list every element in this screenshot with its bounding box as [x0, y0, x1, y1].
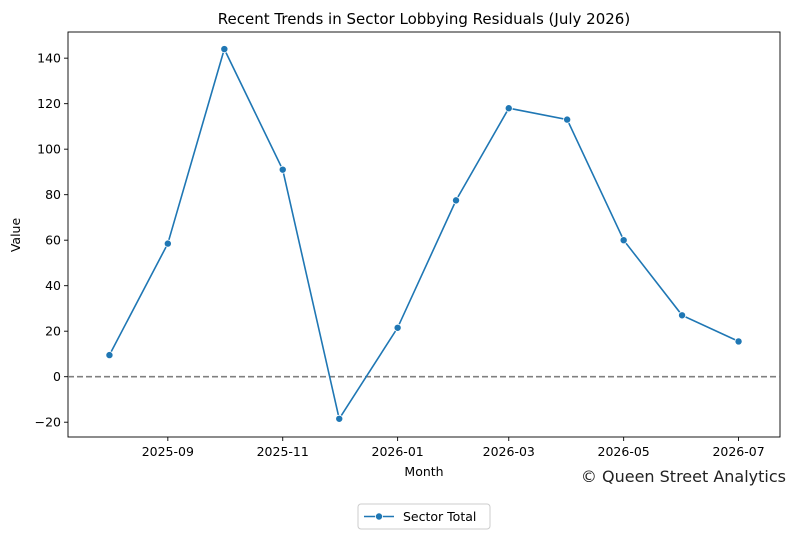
y-tick-label: 40	[45, 278, 61, 293]
legend-marker-icon	[374, 512, 383, 521]
watermark-text: © Queen Street Analytics	[581, 467, 786, 486]
legend-box	[357, 503, 491, 530]
y-tick-label: 140	[37, 51, 61, 66]
legend-label-sector-total: Sector Total	[403, 509, 476, 524]
y-tick-label: 80	[45, 187, 61, 202]
data-point	[452, 196, 461, 205]
data-point	[278, 165, 287, 174]
x-tick-label: 2026-07	[712, 444, 764, 459]
x-axis: 2025-09 2025-11 2026-01 2026-03 2026-05 2026-…	[142, 437, 765, 459]
legend: Sector Total	[357, 503, 491, 530]
y-tick-label: 100	[37, 142, 61, 157]
y-tick-label: 120	[37, 96, 61, 111]
y-tick-label: 20	[45, 324, 61, 339]
chart-title: Recent Trends in Sector Lobbying Residua…	[218, 10, 630, 28]
series-line-sector-total	[108, 46, 739, 421]
data-point	[734, 337, 743, 346]
x-tick-label: 2026-05	[598, 444, 650, 459]
y-axis: −20 0 20 40 60 80 100 120 140	[35, 51, 68, 430]
x-tick-label: 2025-09	[142, 444, 194, 459]
series-points	[105, 45, 743, 423]
x-axis-label: Month	[404, 464, 443, 479]
data-point	[393, 323, 402, 332]
data-point	[504, 104, 513, 113]
data-point	[105, 351, 114, 360]
x-tick-label: 2026-03	[483, 444, 535, 459]
data-point	[619, 236, 628, 245]
y-tick-label: −20	[35, 415, 61, 430]
x-tick-label: 2025-11	[257, 444, 309, 459]
plot-area	[67, 31, 781, 438]
data-point	[678, 311, 687, 320]
x-tick-label: 2026-01	[372, 444, 424, 459]
data-point	[163, 239, 172, 248]
data-point	[220, 45, 229, 54]
y-tick-label: 60	[45, 233, 61, 248]
y-axis-label: Value	[8, 218, 23, 253]
data-point	[335, 414, 344, 423]
y-tick-label: 0	[53, 369, 61, 384]
data-point	[563, 115, 572, 124]
